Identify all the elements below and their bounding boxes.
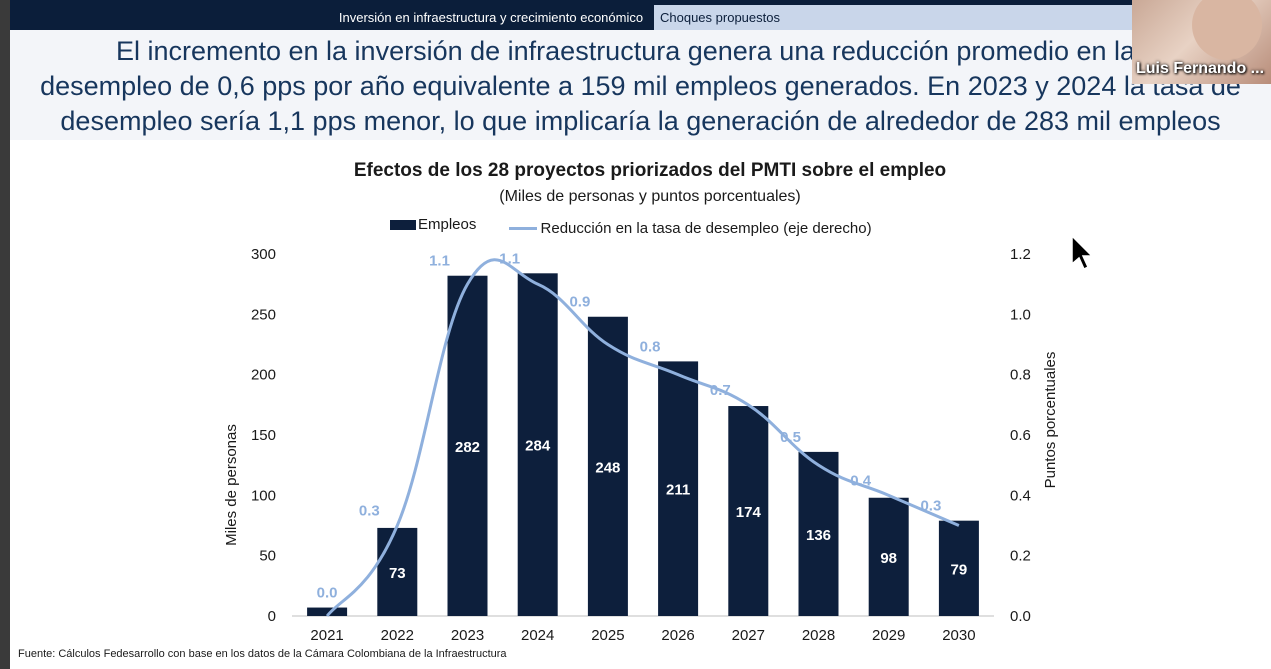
- y2-tick-label: 0.6: [1010, 427, 1031, 444]
- source-note: Fuente: Cálculos Fedesarrollo con base e…: [18, 648, 507, 660]
- headline-line-3: desempleo sería 1,1 pps menor, lo que im…: [60, 106, 1221, 136]
- y2-axis-title: Puntos porcentuales: [1042, 352, 1059, 489]
- y-tick-label: 300: [251, 246, 276, 263]
- y2-tick-label: 0.0: [1010, 608, 1031, 625]
- bar-data-label: 282: [455, 439, 480, 456]
- line-data-label: 0.4: [850, 472, 872, 489]
- bar: [377, 527, 418, 616]
- y-axis-title: Miles de personas: [223, 424, 240, 546]
- x-tick-label: 2028: [802, 627, 835, 644]
- bar-data-label: 79: [951, 561, 968, 578]
- y-tick-label: 200: [251, 367, 276, 384]
- bar: [447, 275, 488, 616]
- chart-subtitle: (Miles de personas y puntos porcentuales…: [499, 188, 801, 205]
- line-data-label: 0.3: [920, 498, 941, 515]
- headline-line-1: El incremento en la inversión de infraes…: [115, 36, 1166, 66]
- slide-headline: El incremento en la inversión de infraes…: [10, 34, 1271, 139]
- bar-data-label: 248: [595, 459, 620, 476]
- line-data-label: 0.0: [317, 585, 338, 602]
- x-tick-label: 2022: [381, 627, 414, 644]
- legend-swatch-line: [508, 226, 537, 230]
- legend-item-empleos: Empleos: [390, 216, 476, 233]
- x-tick-label: 2030: [942, 627, 975, 644]
- x-tick-label: 2025: [591, 627, 624, 644]
- y2-tick-label: 1.0: [1010, 306, 1031, 323]
- bar: [868, 497, 909, 616]
- legend-item-reduccion: Reducción en la tasa de desempleo (eje d…: [508, 219, 872, 237]
- bar-data-label: 284: [525, 438, 551, 455]
- bar: [517, 273, 558, 616]
- line-data-label: 0.3: [359, 503, 380, 520]
- y-tick-label: 150: [251, 427, 276, 444]
- legend-swatch-bar: [390, 219, 416, 230]
- x-tick-label: 2024: [521, 627, 554, 644]
- legend-label-empleos: Empleos: [418, 216, 477, 233]
- legend-label-reduccion: Reducción en la tasa de desempleo (eje d…: [540, 219, 872, 237]
- series-line-reduccion: [325, 258, 960, 617]
- bar-data-label: 174: [736, 504, 762, 521]
- bar-data-label: 136: [806, 527, 831, 544]
- y2-tick-label: 0.2: [1010, 548, 1031, 565]
- x-tick-label: 2023: [451, 627, 484, 644]
- bar: [938, 520, 979, 616]
- y-tick-label: 250: [251, 306, 276, 323]
- y-tick-label: 50: [259, 548, 276, 565]
- bar-data-label: 98: [880, 550, 897, 567]
- window-edge: [0, 0, 10, 669]
- bar-data-label: 73: [389, 565, 406, 582]
- line-data-label: 1.1: [499, 250, 520, 267]
- line-data-label: 0.7: [710, 382, 731, 399]
- y-tick-label: 0: [268, 608, 276, 625]
- bar: [307, 607, 348, 616]
- slide-navbar: Inversión en infraestructura y crecimien…: [10, 0, 1271, 30]
- bar: [728, 406, 769, 616]
- tab-inversion-infraestructura[interactable]: Inversión en infraestructura y crecimien…: [338, 10, 644, 25]
- line-data-label: 0.8: [640, 338, 661, 355]
- x-tick-label: 2021: [310, 627, 343, 644]
- bar: [658, 361, 699, 616]
- x-tick-label: 2026: [661, 627, 694, 644]
- headline-line-2: desempleo de 0,6 pps por año equivalente…: [40, 71, 1241, 101]
- chart-legend: Empleos Reducción en la tasa de desemple…: [390, 216, 900, 237]
- y2-tick-label: 0.4: [1010, 487, 1031, 504]
- participant-video-image: [1192, 0, 1262, 60]
- bar: [798, 451, 839, 616]
- y-tick-label: 100: [251, 487, 276, 504]
- participant-video-tile[interactable]: Luis Fernando ...: [1132, 0, 1271, 84]
- x-tick-label: 2029: [872, 627, 905, 644]
- line-data-label: 0.5: [780, 429, 801, 446]
- y2-tick-label: 1.2: [1010, 246, 1031, 263]
- y2-tick-label: 0.8: [1010, 367, 1031, 384]
- headline-band: [10, 30, 1271, 140]
- chart-title: Efectos de los 28 proyectos priorizados …: [353, 160, 947, 181]
- mouse-pointer-icon: [1071, 234, 1094, 271]
- bar: [587, 316, 628, 616]
- line-data-label: 0.9: [569, 294, 590, 311]
- participant-name: Luis Fernando ...: [1136, 60, 1265, 77]
- x-tick-label: 2027: [732, 627, 765, 644]
- line-data-label: 1.1: [429, 253, 450, 270]
- bar-data-label: 211: [666, 482, 690, 499]
